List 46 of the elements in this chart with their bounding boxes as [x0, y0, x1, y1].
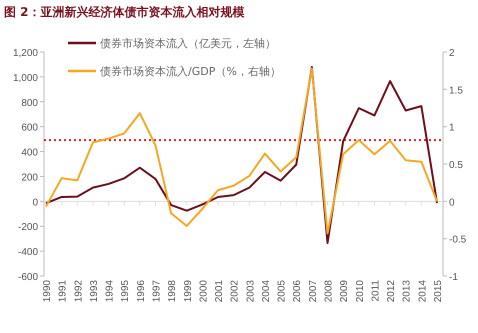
legend-label: 债券市场资本流入（亿美元，左轴）: [100, 37, 276, 50]
x-tick-label: 1994: [104, 280, 116, 302]
x-tick-label: 2009: [339, 280, 350, 302]
y-tick-label: 400: [21, 148, 38, 159]
x-tick-label: 2011: [370, 280, 382, 302]
y-tick-label: 200: [21, 172, 38, 184]
x-tick-label: 2010: [354, 280, 366, 302]
x-tick-label: 2015: [433, 280, 444, 302]
x-tick-label: 2014: [417, 280, 428, 302]
x-tick-label: 1991: [58, 280, 69, 302]
x-tick-label: 2013: [402, 280, 413, 302]
y2-tick-label: 2: [449, 48, 455, 59]
y-tick-label: -400: [18, 247, 38, 258]
y-tick-label: 1,200: [12, 48, 38, 59]
x-tick-label: 1992: [73, 280, 84, 302]
x-tick-label: 1999: [182, 280, 194, 302]
x-tick-label: 2000: [198, 280, 210, 302]
y-tick-label: 600: [21, 122, 38, 134]
x-tick-label: 2002: [230, 280, 241, 302]
y2-tick-label: 1: [449, 122, 455, 134]
x-tick-label: 1995: [120, 280, 132, 302]
y2-tick-label: 0.5: [449, 160, 464, 171]
chart-title: 图 2：亚洲新兴经济体债市资本流入相对规模: [4, 5, 245, 19]
legend-label: 债券市场资本流入/GDP（%，右轴）: [100, 65, 281, 78]
y2-tick-label: -0.5: [449, 234, 467, 246]
x-tick-label: 2012: [386, 280, 398, 302]
x-tick-label: 1993: [88, 280, 100, 302]
x-tick-label: 2003: [245, 280, 256, 302]
x-tick-label: 2007: [308, 280, 319, 302]
y-tick-label: 800: [21, 98, 38, 109]
x-tick-label: 2006: [292, 280, 304, 302]
x-tick-label: 1990: [42, 280, 53, 302]
y-tick-label: -600: [18, 272, 38, 283]
x-tick-label: 1996: [136, 280, 147, 302]
x-tick-label: 1998: [167, 280, 178, 302]
x-tick-label: 1997: [151, 280, 162, 302]
x-tick-label: 2008: [324, 280, 335, 302]
y2-tick-label: 0: [449, 197, 455, 208]
x-tick-label: 2001: [214, 280, 226, 302]
x-tick-label: 2005: [276, 280, 288, 302]
y-tick-label: -200: [18, 222, 38, 234]
y-tick-label: 1,000: [12, 72, 38, 84]
y-tick-label: 0: [32, 197, 38, 208]
y2-tick-label: 1.5: [449, 85, 464, 96]
y2-tick-label: -1: [449, 272, 458, 283]
x-tick-label: 2004: [260, 280, 272, 302]
